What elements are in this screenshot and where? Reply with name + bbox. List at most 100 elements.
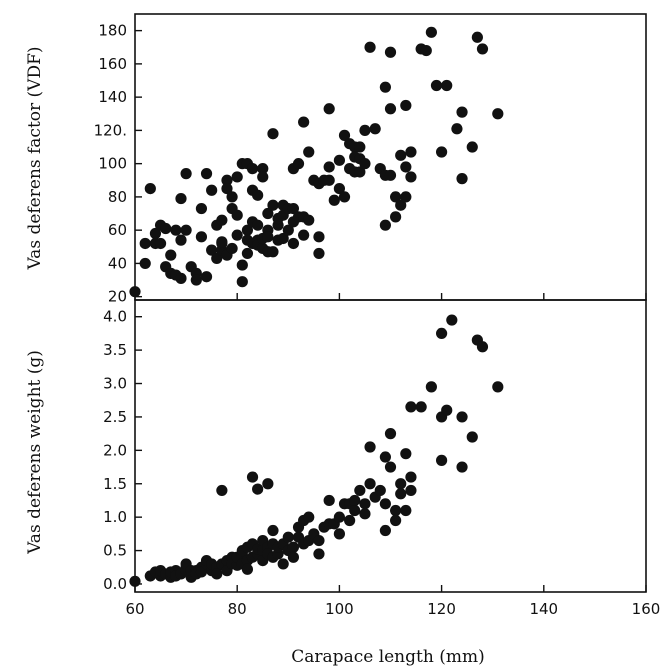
top-data-point [206,184,218,196]
top-data-point [241,224,254,236]
top-data-point [471,31,483,43]
top-data-point [298,229,310,241]
top-y-tick-label: 20 [108,288,127,306]
top-data-point [252,189,264,201]
top-data-point [221,182,233,195]
top-data-point [139,257,151,270]
bottom-data-point [333,528,345,540]
top-data-point [195,202,208,215]
top-data-point [231,171,243,183]
top-data-point [400,161,412,173]
top-data-point [195,231,208,243]
bottom-y-tick-label: 2.5 [103,408,127,426]
bottom-data-point [313,548,325,560]
bottom-data-point [241,563,254,575]
bottom-plot-frame [134,299,647,593]
bottom-data-point [359,508,371,520]
top-data-point [354,141,366,153]
bottom-data-point [349,504,361,517]
bottom-data-point [349,494,361,507]
bottom-data-point [390,514,402,527]
bottom-data-point [405,484,417,497]
bottom-data-point [359,498,371,510]
top-data-point [200,168,213,180]
top-data-point [175,192,187,205]
bottom-y-tick-label: 0.5 [103,542,127,560]
top-data-point [267,246,279,258]
bottom-data-point [395,488,407,500]
top-data-point [420,44,432,57]
top-data-point [323,103,335,115]
top-data-point [129,286,141,298]
top-panel-vdf: 20 40 60 80 100 120. 140 160 180 [94,13,647,306]
top-data-point [262,231,274,243]
top-data-point [231,209,243,221]
bottom-data-point [384,428,397,440]
top-data-point [216,236,228,248]
x-tick-label: 60 [125,600,144,618]
bottom-y-tick-label: 1.5 [103,475,127,493]
bottom-data-point [277,558,289,570]
top-data-point [287,202,300,215]
top-data-point [436,146,448,158]
top-data-point [384,169,397,181]
top-data-point [246,163,259,175]
top-data-point [287,237,300,250]
bottom-y-tick-label: 3.5 [103,341,127,359]
top-data-point [139,237,151,250]
top-data-point [492,108,504,120]
bottom-data-point [216,484,228,497]
bottom-data-point [379,451,391,463]
bottom-data-point [323,494,335,507]
top-data-point [154,237,167,250]
bottom-y-tick-label: 1.0 [103,508,127,526]
top-y-tick-label: 60 [108,221,127,239]
x-tick-label: 140 [529,600,558,618]
top-data-point [165,249,177,261]
top-data-point [252,219,264,231]
top-data-point [400,191,412,203]
bottom-data-point [405,401,417,413]
top-data-point [379,81,391,93]
bottom-data-point [303,511,315,523]
top-data-point [175,272,187,284]
top-data-point [236,259,248,271]
bottom-data-point [466,431,478,443]
top-data-point [369,123,381,135]
top-data-point [359,158,371,170]
top-data-point [262,207,274,220]
top-y-tick-label: 160 [98,55,127,73]
bottom-y-axis-title: Vas deferens weight (g) [25,350,45,555]
top-data-point [180,168,192,180]
top-data-point [267,128,279,140]
top-data-point [211,252,223,265]
bottom-data-point [262,478,274,490]
top-data-point [257,163,269,175]
bottom-data-point [400,504,412,517]
bottom-data-point [415,401,427,413]
bottom-data-point [287,541,300,553]
top-data-point [456,106,468,118]
top-data-point [400,99,412,112]
bottom-data-point [354,484,366,497]
bottom-data-point [456,411,468,423]
bottom-data-point [390,504,402,517]
bottom-data-point [405,471,417,483]
top-data-point [456,173,468,185]
top-data-point [160,222,172,235]
bottom-data-point [379,498,391,510]
top-data-point [282,224,294,236]
bottom-data-point [436,327,448,340]
top-data-point [333,154,345,166]
top-data-point [395,199,407,211]
top-data-point [379,219,391,231]
top-data-point [292,158,305,170]
bottom-data-point [282,531,294,543]
top-data-point [216,214,228,226]
top-data-point [364,41,376,53]
bottom-data-point [441,404,453,416]
top-data-point [144,182,156,195]
top-data-point [149,227,162,240]
top-data-point [338,191,351,203]
top-data-point [298,116,310,128]
